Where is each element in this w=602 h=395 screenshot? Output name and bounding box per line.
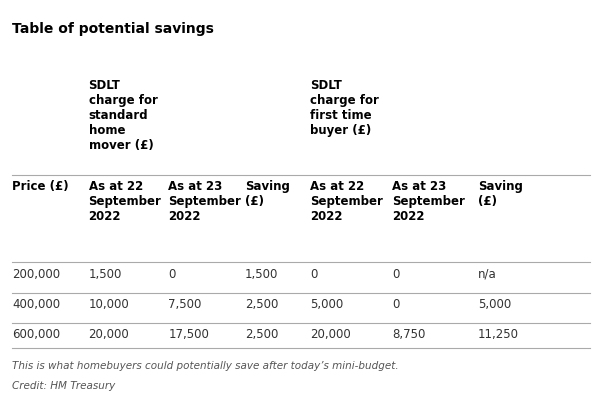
Text: This is what homebuyers could potentially save after today’s mini-budget.: This is what homebuyers could potentiall… <box>12 361 399 371</box>
Text: As at 23
September
2022: As at 23 September 2022 <box>169 180 241 223</box>
Text: 2,500: 2,500 <box>245 328 278 341</box>
Text: Saving
(£): Saving (£) <box>245 180 290 208</box>
Text: n/a: n/a <box>478 268 497 281</box>
Text: 200,000: 200,000 <box>12 268 60 281</box>
Text: 1,500: 1,500 <box>245 268 278 281</box>
Text: Price (£): Price (£) <box>12 180 69 193</box>
Text: 2,500: 2,500 <box>245 298 278 311</box>
Text: SDLT
charge for
first time
buyer (£): SDLT charge for first time buyer (£) <box>310 79 379 137</box>
Text: As at 22
September
2022: As at 22 September 2022 <box>310 180 383 223</box>
Text: Table of potential savings: Table of potential savings <box>12 22 214 36</box>
Text: 20,000: 20,000 <box>310 328 350 341</box>
Text: 400,000: 400,000 <box>12 298 60 311</box>
Text: 5,000: 5,000 <box>478 298 511 311</box>
Text: As at 23
September
2022: As at 23 September 2022 <box>393 180 465 223</box>
Text: 1,500: 1,500 <box>88 268 122 281</box>
Text: 0: 0 <box>169 268 176 281</box>
Text: SDLT
charge for
standard
home
mover (£): SDLT charge for standard home mover (£) <box>88 79 158 152</box>
Text: 20,000: 20,000 <box>88 328 129 341</box>
Text: 600,000: 600,000 <box>12 328 60 341</box>
Text: Saving
(£): Saving (£) <box>478 180 523 208</box>
Text: Credit: HM Treasury: Credit: HM Treasury <box>12 381 115 391</box>
Text: 0: 0 <box>310 268 317 281</box>
Text: 8,750: 8,750 <box>393 328 426 341</box>
Text: 0: 0 <box>393 268 400 281</box>
Text: 7,500: 7,500 <box>169 298 202 311</box>
Text: 0: 0 <box>393 298 400 311</box>
Text: 5,000: 5,000 <box>310 298 343 311</box>
Text: As at 22
September
2022: As at 22 September 2022 <box>88 180 161 223</box>
Text: 11,250: 11,250 <box>478 328 519 341</box>
Text: 17,500: 17,500 <box>169 328 209 341</box>
Text: 10,000: 10,000 <box>88 298 129 311</box>
